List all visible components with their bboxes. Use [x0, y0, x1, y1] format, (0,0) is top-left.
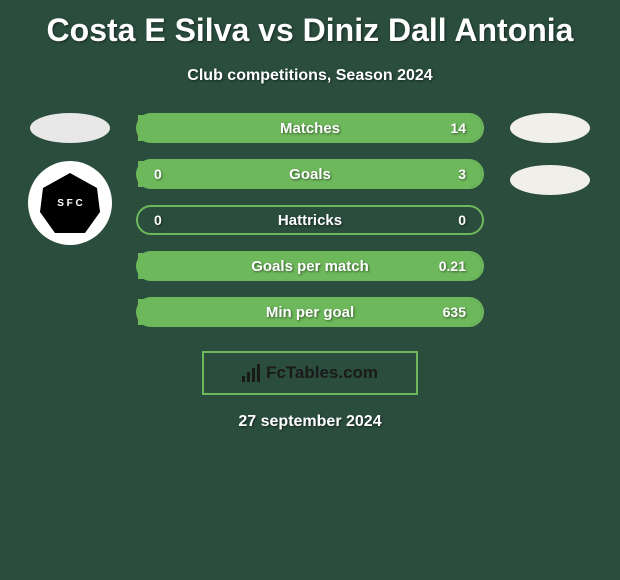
stat-label: Min per goal [266, 304, 354, 321]
stat-row-goals-per-match: Goals per match 0.21 [136, 251, 484, 281]
left-player-avatar [30, 113, 110, 143]
chart-bars-icon [242, 364, 260, 382]
stat-value-right: 0.21 [439, 258, 466, 274]
stat-value-right: 3 [458, 166, 466, 182]
stat-label: Hattricks [278, 212, 342, 229]
stat-value-left: 0 [154, 212, 162, 228]
right-player-avatar [510, 113, 590, 143]
branding-text: FcTables.com [266, 363, 378, 383]
stat-row-matches: Matches 14 [136, 113, 484, 143]
page-subtitle: Club competitions, Season 2024 [0, 67, 620, 85]
stat-value-right: 635 [443, 304, 466, 320]
branding-box[interactable]: FcTables.com [202, 351, 418, 395]
page-title: Costa E Silva vs Diniz Dall Antonia [0, 0, 620, 49]
team-badge: S F C [28, 161, 112, 245]
left-player-column: S F C [20, 113, 120, 245]
stat-value-left: 0 [154, 166, 162, 182]
right-player-column [500, 113, 600, 205]
date-text: 27 september 2024 [0, 413, 620, 431]
badge-shield-icon: S F C [40, 173, 100, 233]
stat-label: Goals per match [251, 258, 369, 275]
stat-row-min-per-goal: Min per goal 635 [136, 297, 484, 327]
stat-row-goals: 0 Goals 3 [136, 159, 484, 189]
stat-row-hattricks: 0 Hattricks 0 [136, 205, 484, 235]
badge-text: S F C [57, 198, 83, 209]
right-team-logo [510, 165, 590, 195]
stat-label: Goals [289, 166, 331, 183]
stat-label: Matches [280, 120, 340, 137]
stat-rows: Matches 14 0 Goals 3 0 Hattricks 0 Goals… [120, 113, 500, 327]
stats-container: S F C Matches 14 0 Goals 3 0 Hattricks 0 [0, 113, 620, 327]
stat-value-right: 14 [450, 120, 466, 136]
stat-value-right: 0 [458, 212, 466, 228]
